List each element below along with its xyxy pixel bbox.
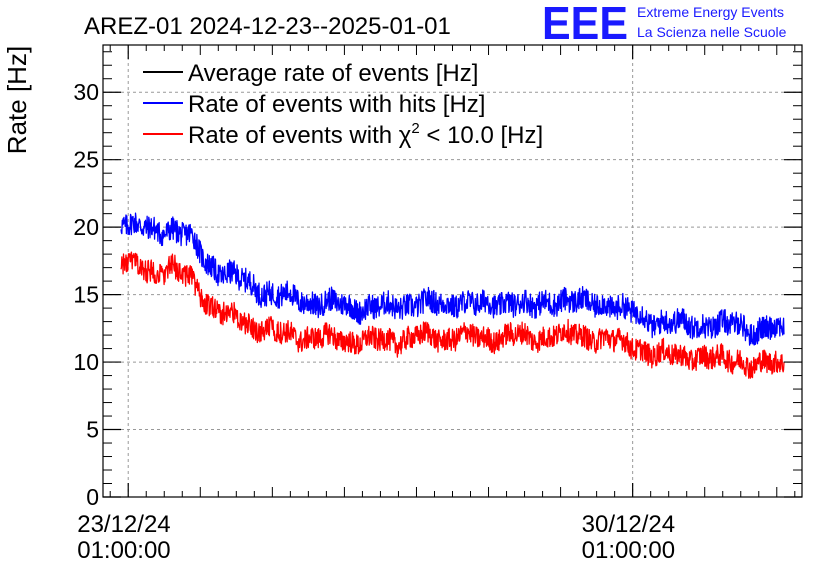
legend-chi-superscript: 2 <box>411 120 419 137</box>
logo-mark: EEE <box>542 0 628 49</box>
chart-title: AREZ-01 2024-12-23--2025-01-01 <box>84 13 451 40</box>
series-hits-line <box>120 212 785 346</box>
logo-line-1: Extreme Energy Events <box>637 4 785 20</box>
legend-chi2-suffix: < 10.0 [Hz] <box>420 122 543 149</box>
y-tick-label: 15 <box>73 282 99 308</box>
legend-label-chi2: Rate of events with χ2 < 10.0 [Hz] <box>188 120 543 149</box>
legend-chi2-prefix: Rate of events with <box>188 122 399 149</box>
y-axis-label: Rate [Hz] <box>2 46 32 154</box>
y-tick-label: 0 <box>86 484 99 510</box>
y-tick-label: 10 <box>73 349 99 375</box>
grid-layer <box>103 45 802 497</box>
series-layer <box>120 212 785 379</box>
x-tick-label-time: 01:00:00 <box>582 537 675 564</box>
legend-label-average: Average rate of events [Hz] <box>188 60 478 87</box>
series-chi2-line <box>120 251 785 379</box>
x-tick-label-time: 01:00:00 <box>77 537 170 564</box>
legend: Average rate of events [Hz] Rate of even… <box>143 60 543 149</box>
x-tick-label-date: 23/12/24 <box>77 511 170 538</box>
y-tick-label: 20 <box>73 214 99 240</box>
logo-line-2: La Scienza nelle Scuole <box>637 24 787 40</box>
x-tick-label-date: 30/12/24 <box>582 511 675 538</box>
tick-layer: 05101520253023/12/2401:00:0030/12/2401:0… <box>73 45 802 564</box>
y-tick-label: 30 <box>73 79 99 105</box>
legend-label-hits: Rate of events with hits [Hz] <box>188 91 485 118</box>
legend-chi-symbol: χ <box>399 122 412 149</box>
y-tick-label: 5 <box>86 417 99 443</box>
y-tick-label: 25 <box>73 147 99 173</box>
